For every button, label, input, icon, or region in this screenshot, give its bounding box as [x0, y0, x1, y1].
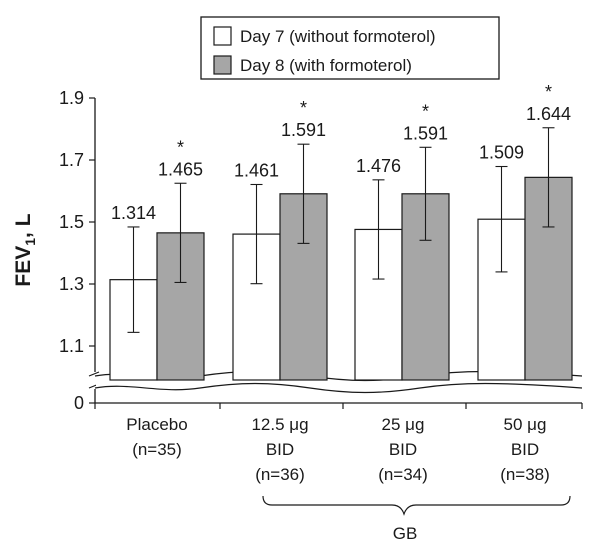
- significance-star: *: [177, 137, 184, 157]
- legend-swatch-2: [213, 55, 232, 75]
- group-brace-line: [262, 495, 571, 516]
- value-label: 1.476: [356, 156, 401, 176]
- x-axis-categories: Placebo (n=35) 12.5 μg BID (n=36) 25 μg BID (n=…: [126, 415, 550, 484]
- category-label: BID: [389, 440, 417, 459]
- category-label: 12.5 μg: [251, 415, 308, 434]
- category-label: (n=34): [378, 465, 428, 484]
- y-axis-title-suffix: , L: [12, 213, 35, 238]
- category-label: 25 μg: [382, 415, 425, 434]
- value-label: 1.509: [479, 143, 524, 163]
- y-tick-label: 1.3: [59, 274, 84, 294]
- value-label: 1.644: [526, 104, 571, 124]
- category-label: (n=36): [255, 465, 305, 484]
- category-label: (n=35): [132, 440, 182, 459]
- value-label: 1.465: [158, 159, 203, 179]
- y-axis-label: FEV1, L: [12, 213, 38, 286]
- y-tick-label: 1.7: [59, 150, 84, 170]
- value-label: 1.314: [111, 203, 156, 223]
- y-tick-label: 1.9: [59, 88, 84, 108]
- category-label: 50 μg: [504, 415, 547, 434]
- value-label: 1.591: [403, 123, 448, 143]
- legend-label-1: Day 7 (without formoterol): [240, 27, 436, 46]
- group-brace: GB: [262, 495, 571, 543]
- group-label: GB: [393, 524, 418, 543]
- y-tick-label: 0: [74, 393, 84, 413]
- significance-star: *: [422, 101, 429, 121]
- significance-star: *: [545, 82, 552, 102]
- axis-break-mark: [88, 371, 100, 377]
- axes: 1.9 1.7 1.5 1.3 1.1 0: [59, 88, 583, 413]
- y-axis-title: FEV1, L: [12, 213, 38, 286]
- axis-break-gap: [96, 376, 583, 388]
- bars: [109, 176, 573, 381]
- y-axis-title-subscript: 1: [22, 238, 38, 246]
- significance-star: *: [300, 98, 307, 118]
- category-label: (n=38): [500, 465, 550, 484]
- value-label: 1.591: [281, 120, 326, 140]
- y-tick-label: 1.5: [59, 212, 84, 232]
- legend-label-2: Day 8 (with formoterol): [240, 56, 412, 75]
- value-label: 1.461: [234, 160, 279, 180]
- legend-swatch-1: [213, 26, 232, 46]
- legend-box: [200, 16, 500, 80]
- y-axis-title-main: FEV: [12, 246, 35, 287]
- legend: Day 7 (without formoterol) Day 8 (with fo…: [200, 16, 500, 80]
- category-label: Placebo: [126, 415, 187, 434]
- axis-break-line: [94, 382, 583, 394]
- error-bars: [127, 127, 555, 333]
- y-tick-label: 1.1: [59, 336, 84, 356]
- category-label: BID: [266, 440, 294, 459]
- category-label: BID: [511, 440, 539, 459]
